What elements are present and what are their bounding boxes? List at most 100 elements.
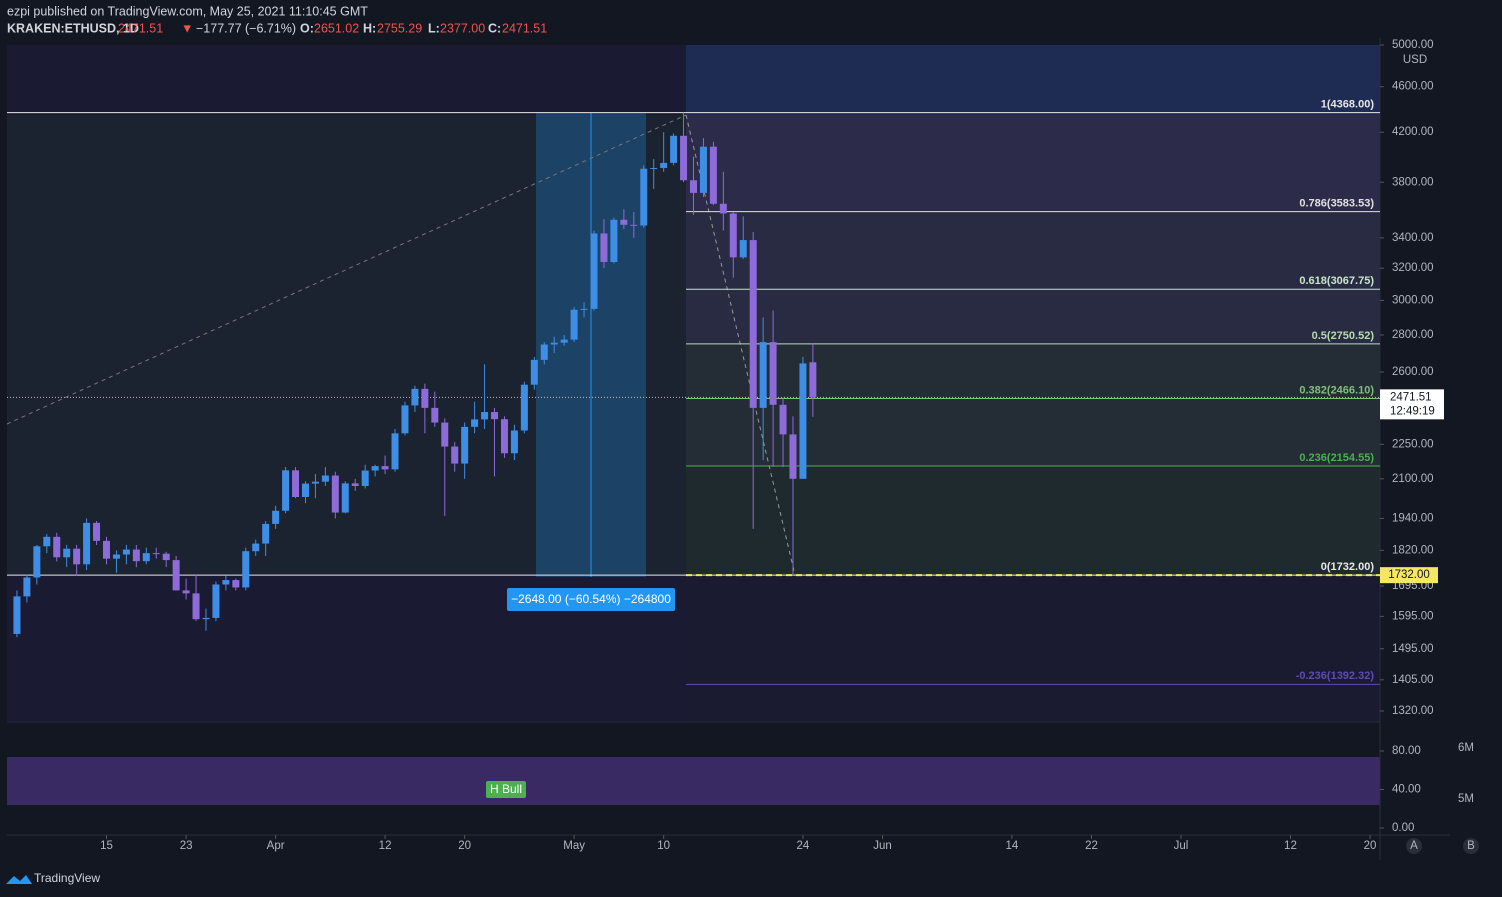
candle-body — [600, 233, 608, 262]
candle-body — [520, 384, 528, 431]
candle-body — [252, 543, 260, 552]
x-tick-label: 12 — [379, 840, 392, 852]
candle-body — [212, 584, 220, 618]
candle-body — [590, 233, 598, 309]
candle-body — [660, 162, 668, 168]
candle-body — [361, 470, 369, 487]
candle-body — [321, 475, 329, 482]
candle-body — [739, 240, 747, 258]
scale-button[interactable] — [1406, 838, 1422, 854]
candle-body — [441, 422, 449, 447]
candle-body — [550, 342, 558, 345]
change: −177.77 (−6.71%) — [196, 21, 296, 35]
o-label: O: — [300, 21, 314, 35]
candle-body — [749, 240, 757, 408]
published: ezpi published on TradingView.com, May 2… — [7, 4, 368, 18]
candle-body — [799, 363, 807, 479]
candle-body — [421, 388, 429, 408]
candle-body — [222, 580, 230, 585]
top-zone — [686, 45, 1380, 115]
last-price-label: 2471.51 — [1390, 391, 1432, 403]
x-tick-label: 12 — [1284, 840, 1297, 852]
volume-tick: 6M — [1458, 742, 1474, 754]
candle-body — [680, 135, 688, 181]
x-tick-label: 20 — [1364, 840, 1377, 852]
scale-button-label[interactable]: B — [1467, 840, 1475, 852]
candle-body — [331, 475, 339, 513]
fib-label: -0.236(1392.32) — [1296, 670, 1375, 682]
candle-body — [371, 466, 379, 471]
candle-body — [162, 553, 170, 561]
scale-button[interactable] — [1463, 838, 1479, 854]
candle-body — [709, 146, 717, 204]
fib-label: 0.786(3583.53) — [1299, 197, 1374, 209]
low-label-box — [1380, 567, 1438, 584]
candle-body — [580, 308, 588, 310]
candle-body — [451, 446, 459, 464]
candle-body — [73, 548, 81, 565]
x-tick-label: 15 — [100, 840, 113, 852]
candle-body — [182, 590, 190, 594]
volume-tick: 5M — [1458, 793, 1474, 805]
candle-body — [292, 470, 300, 497]
candle-body — [43, 536, 51, 547]
candle-body — [769, 342, 777, 405]
candle-body — [729, 213, 737, 258]
countdown: 12:49:19 — [1390, 405, 1435, 417]
x-tick-label: Apr — [267, 840, 285, 852]
candle-body — [102, 540, 110, 559]
fib-label: 0(1732.00) — [1321, 561, 1375, 573]
signal: H Bull — [490, 782, 522, 796]
currency-box — [1402, 53, 1428, 67]
y-tick-label: 1495.00 — [1392, 643, 1434, 655]
fib-trend-line — [685, 114, 796, 576]
candle-body — [640, 168, 648, 226]
x-tick-label: 22 — [1085, 840, 1098, 852]
y-tick-label: 2800.00 — [1392, 329, 1434, 341]
y-tick-label: 2600.00 — [1392, 366, 1434, 378]
candle-body — [23, 577, 31, 597]
y-tick-label: 1940.00 — [1392, 512, 1434, 524]
y-tick-label: 4200.00 — [1392, 126, 1434, 138]
y-tick-label: 3800.00 — [1392, 176, 1434, 188]
y-tick-label: 3000.00 — [1392, 294, 1434, 306]
logo — [6, 875, 32, 884]
c: 2471.51 — [502, 21, 547, 35]
candle-body — [83, 522, 91, 565]
candle-body — [122, 549, 130, 555]
osc-tick-label: 80.00 — [1392, 745, 1421, 757]
y-tick-label: 1820.00 — [1392, 544, 1434, 556]
candle-body — [570, 309, 578, 340]
fib-label: 0.236(2154.55) — [1299, 452, 1374, 464]
candle-body — [202, 617, 210, 620]
candle-body — [311, 481, 319, 484]
scale-button-label[interactable]: A — [1410, 840, 1418, 852]
y-tick-label: 1595.00 — [1392, 610, 1434, 622]
candle-body — [481, 412, 489, 420]
osc-tick-label: 0.00 — [1392, 822, 1414, 834]
candle-body — [33, 546, 41, 578]
o: 2651.02 — [314, 21, 359, 35]
candle-body — [351, 483, 359, 487]
signal-box — [486, 781, 526, 798]
fib-label: 0.618(3067.75) — [1299, 275, 1374, 287]
candle-body — [630, 224, 638, 226]
candle-body — [809, 362, 817, 398]
candle-body — [381, 466, 389, 470]
x-tick-label: 23 — [180, 840, 193, 852]
measure-label: −2648.00 (−60.54%) −264800 — [511, 592, 671, 606]
h-label: H: — [363, 21, 376, 35]
y-tick-label: 1405.00 — [1392, 674, 1434, 686]
candle-body — [500, 419, 508, 454]
candle-body — [63, 548, 71, 558]
fib-zone — [686, 576, 1380, 722]
x-tick-label: 20 — [458, 840, 471, 852]
candle-body — [411, 388, 419, 406]
oscillator-band — [7, 757, 1380, 805]
candle-body — [759, 342, 767, 408]
candle-body — [282, 470, 290, 511]
candle-body — [172, 560, 180, 591]
fib-zone — [686, 115, 1380, 212]
candle-body — [461, 426, 469, 464]
